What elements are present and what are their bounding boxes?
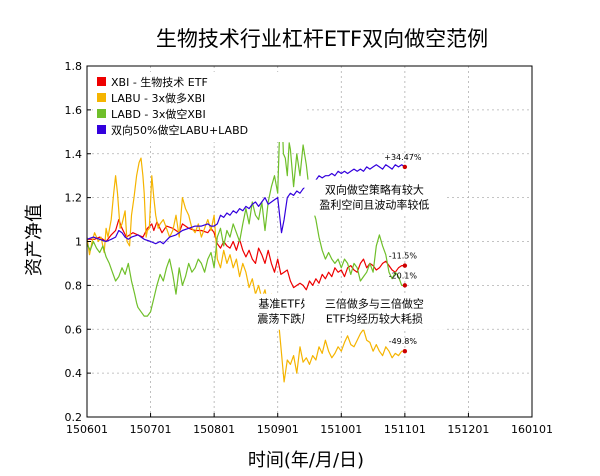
y-tick-label: 1.4 xyxy=(65,148,83,161)
legend-swatch-3 xyxy=(97,125,106,134)
series-end-marker-0 xyxy=(402,263,408,268)
legend: XBI - 生物技术 ETF LABU - 3x做多XBI LABD - 3x做空X… xyxy=(93,72,307,142)
series-end-marker-2 xyxy=(402,283,408,288)
axes: 0.2 0.4 0.6 0.8 1 1.2 1.4 1.6 1.8 150601 150701 150… xyxy=(65,60,554,436)
series-line-2 xyxy=(86,100,405,317)
annotation-text-line: 双向做空策略有较大 xyxy=(325,183,424,197)
annotation-text-line: ETF均经历较大耗损 xyxy=(326,312,423,326)
y-tick-label: 0.8 xyxy=(65,279,83,292)
y-tick-label: 0.4 xyxy=(65,367,83,380)
series-end-label-1: -49.8% xyxy=(389,337,418,346)
legend-background xyxy=(93,72,307,142)
x-tick-label: 160101 xyxy=(511,423,553,436)
legend-swatch-1 xyxy=(97,93,106,102)
annotation-text-line: 盈利空间且波动率较低 xyxy=(319,198,429,212)
y-tick-label: 0.6 xyxy=(65,323,83,336)
legend-swatch-2 xyxy=(97,109,106,118)
series-lines xyxy=(86,100,406,383)
annotation-background xyxy=(304,293,445,330)
series-end-label-3: +34.47% xyxy=(384,153,422,162)
x-tick-label: 150701 xyxy=(130,423,172,436)
y-tick-label: 1 xyxy=(75,236,82,249)
plot-frame xyxy=(86,65,533,418)
series-end-label-0: -11.5% xyxy=(389,252,418,261)
end-labels: -11.5% -49.8% -20.1% +34.47% xyxy=(384,153,422,354)
series-end-label-2: -20.1% xyxy=(389,271,418,280)
chart-title: 生物技术行业杠杆ETF双向做空范例 xyxy=(156,27,488,51)
series-end-marker-3 xyxy=(402,164,408,170)
y-tick-label: 1.2 xyxy=(65,192,83,205)
legend-swatch-0 xyxy=(97,77,106,86)
legend-label-3: 双向50%做空LABU+LABD xyxy=(111,123,248,137)
x-tick-label: 151001 xyxy=(320,423,362,436)
x-tick-label: 151101 xyxy=(384,423,426,436)
x-tick-label: 150801 xyxy=(193,423,235,436)
series-line-1 xyxy=(86,157,405,383)
x-tick-label: 151201 xyxy=(447,423,489,436)
annotations: 双向做空策略有较大盈利空间且波动率较低基准ETF处于震荡下跌周期三倍做多与三倍做… xyxy=(220,179,445,330)
x-axis-title: 时间(年/月/日) xyxy=(248,450,364,471)
x-tick-label: 150901 xyxy=(257,423,299,436)
y-axis-title: 资产净值 xyxy=(24,204,45,276)
annotation-background xyxy=(304,179,445,216)
y-tick-label: 0.2 xyxy=(65,411,83,424)
y-tick-label: 1.8 xyxy=(65,60,83,73)
series-line-3 xyxy=(86,164,406,245)
legend-label-1: LABU - 3x做多XBI xyxy=(111,91,205,105)
series-end-marker-1 xyxy=(402,348,408,354)
annotation-text-line: 三倍做多与三倍做空 xyxy=(325,297,424,311)
legend-label-0: XBI - 生物技术 ETF xyxy=(111,75,208,89)
y-tick-label: 1.6 xyxy=(65,104,83,117)
x-tick-label: 150601 xyxy=(66,423,108,436)
legend-label-2: LABD - 3x做空XBI xyxy=(111,107,206,121)
series-line-0 xyxy=(87,219,405,291)
